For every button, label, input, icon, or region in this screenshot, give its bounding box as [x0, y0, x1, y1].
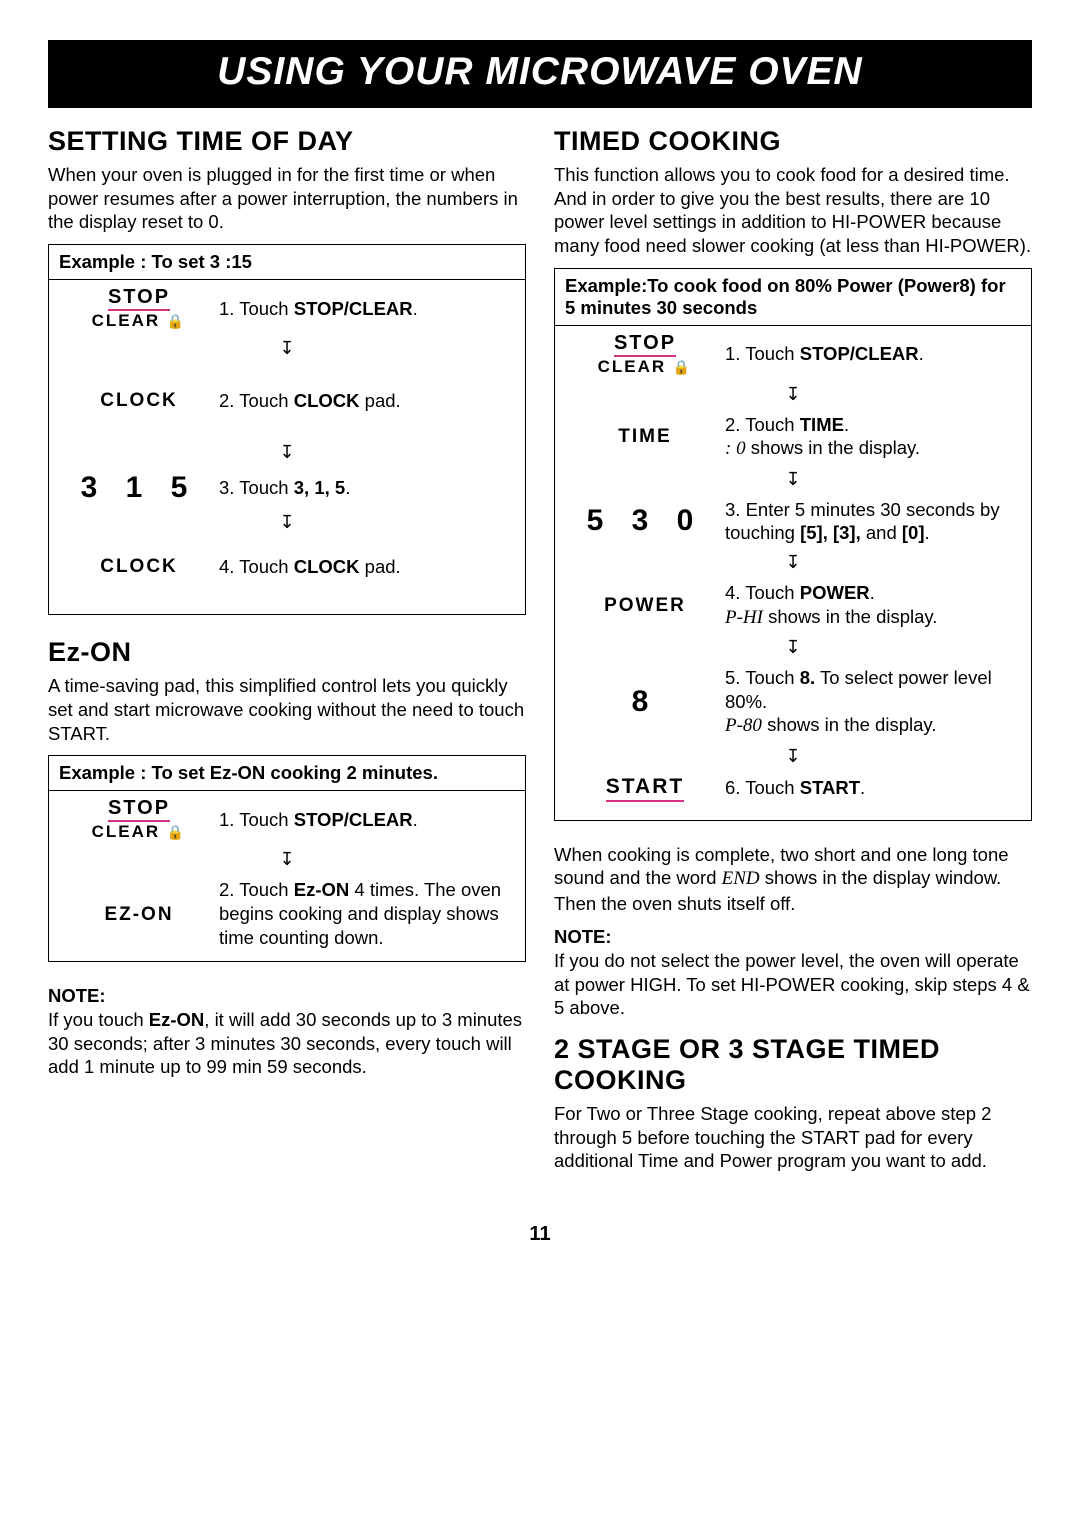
step-row: POWER 4. Touch POWER.P-HI shows in the d…	[555, 575, 1031, 636]
right-column: TIMED COOKING This function allows you t…	[554, 126, 1032, 1183]
clock-button: CLOCK	[100, 390, 178, 411]
after-cooking-text: When cooking is complete, two short and …	[554, 843, 1032, 916]
step-row: STOP CLEAR 🔒 1. Touch STOP/CLEAR.	[49, 791, 525, 848]
step-row: 8 5. Touch 8. To select power level 80%.…	[555, 660, 1031, 745]
intro-stage-cooking: For Two or Three Stage cooking, repeat a…	[554, 1102, 1032, 1173]
lock-icon: 🔒	[673, 359, 692, 375]
start-button: START	[606, 775, 684, 802]
down-arrow-icon: ↧	[785, 747, 800, 765]
intro-timed-cooking: This function allows you to cook food fo…	[554, 163, 1032, 258]
heading-ez-on: Ez-ON	[48, 637, 526, 668]
down-arrow-icon: ↧	[785, 385, 800, 403]
down-arrow-icon: ↧	[279, 339, 294, 357]
step-row: STOP CLEAR 🔒 1. Touch STOP/CLEAR.	[49, 280, 525, 337]
page-banner: USING YOUR MICROWAVE OVEN	[48, 40, 1032, 108]
left-column: SETTING TIME OF DAY When your oven is pl…	[48, 126, 526, 1183]
down-arrow-icon: ↧	[785, 553, 800, 571]
note-ez-on: NOTE: If you touch Ez-ON, it will add 30…	[48, 984, 526, 1079]
heading-setting-time: SETTING TIME OF DAY	[48, 126, 526, 157]
note-timed-cooking: NOTE: If you do not select the power lev…	[554, 925, 1032, 1020]
example-box-set-time: Example : To set 3 :15 STOP CLEAR 🔒 1. T…	[48, 244, 526, 615]
display-digits: 5 3 0	[587, 504, 704, 537]
step-row: EZ-ON 2. Touch Ez-ON 4 times. The oven b…	[49, 872, 525, 961]
clock-button: CLOCK	[100, 556, 178, 577]
example-box-timed-cooking: Example:To cook food on 80% Power (Power…	[554, 268, 1032, 821]
stop-clear-button: STOP CLEAR 🔒	[598, 332, 693, 377]
example-title: Example : To set Ez-ON cooking 2 minutes…	[49, 756, 525, 791]
down-arrow-icon: ↧	[279, 850, 294, 868]
display-digits: 8	[632, 685, 659, 718]
power-button: POWER	[604, 595, 686, 616]
down-arrow-icon: ↧	[279, 443, 294, 461]
example-box-ez-on: Example : To set Ez-ON cooking 2 minutes…	[48, 755, 526, 962]
stop-clear-button: STOP CLEAR 🔒	[92, 797, 187, 842]
step-row: 3 1 5 3. Touch 3, 1, 5.	[49, 465, 525, 511]
heading-stage-cooking: 2 STAGE OR 3 STAGE TIMED COOKING	[554, 1034, 1032, 1096]
page-number: 11	[48, 1223, 1032, 1246]
stop-clear-button: STOP CLEAR 🔒	[92, 286, 187, 331]
intro-setting-time: When your oven is plugged in for the fir…	[48, 163, 526, 234]
step-row: CLOCK 2. Touch CLOCK pad.	[49, 361, 525, 441]
ez-on-button: EZ-ON	[104, 904, 173, 925]
step-row: CLOCK 4. Touch CLOCK pad.	[49, 535, 525, 615]
two-column-layout: SETTING TIME OF DAY When your oven is pl…	[48, 126, 1032, 1183]
step-row: STOP CLEAR 🔒 1. Touch STOP/CLEAR.	[555, 326, 1031, 383]
down-arrow-icon: ↧	[279, 513, 294, 531]
lock-icon: 🔒	[167, 824, 186, 840]
example-title: Example : To set 3 :15	[49, 245, 525, 280]
step-row: TIME 2. Touch TIME.: 0 shows in the disp…	[555, 407, 1031, 468]
time-button: TIME	[618, 426, 671, 447]
down-arrow-icon: ↧	[785, 470, 800, 488]
heading-timed-cooking: TIMED COOKING	[554, 126, 1032, 157]
example-title: Example:To cook food on 80% Power (Power…	[555, 269, 1031, 326]
display-digits: 3 1 5	[81, 471, 198, 504]
step-row: 5 3 0 3. Enter 5 minutes 30 seconds by t…	[555, 492, 1031, 551]
lock-icon: 🔒	[167, 313, 186, 329]
intro-ez-on: A time-saving pad, this simplified contr…	[48, 674, 526, 745]
down-arrow-icon: ↧	[785, 638, 800, 656]
step-row: START 6. Touch START.	[555, 769, 1031, 820]
